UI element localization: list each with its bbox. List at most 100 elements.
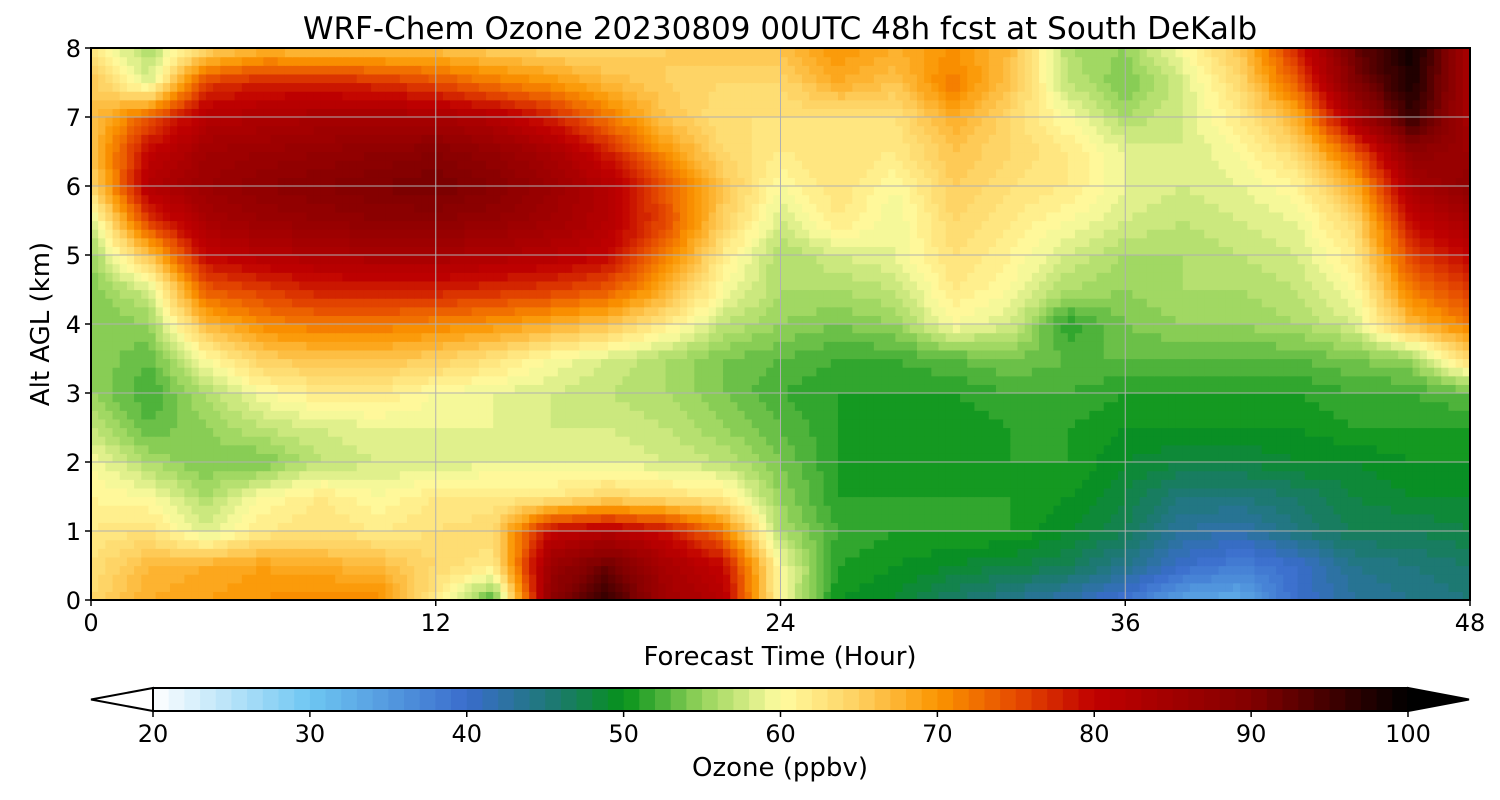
heatmap-cell: [1326, 410, 1335, 420]
heatmap-cell: [91, 444, 99, 454]
heatmap-cell: [500, 565, 509, 575]
heatmap-cell: [392, 393, 401, 403]
heatmap-cell: [385, 531, 394, 541]
heatmap-cell: [730, 513, 738, 523]
heatmap-cell: [213, 470, 221, 480]
heatmap-cell: [974, 539, 983, 549]
heatmap-cell: [852, 531, 861, 541]
heatmap-cell: [205, 384, 214, 394]
heatmap-cell: [1082, 591, 1090, 600]
heatmap-cell: [234, 513, 243, 523]
heatmap-cell: [694, 479, 703, 489]
heatmap-cell: [478, 487, 487, 498]
heatmap-cell: [1333, 505, 1342, 515]
heatmap-cell: [392, 522, 401, 532]
heatmap-cell: [227, 591, 236, 600]
heatmap-cell: [1319, 522, 1327, 532]
heatmap-cell: [1326, 513, 1335, 523]
heatmap-cell: [134, 384, 142, 394]
heatmap-cell: [1405, 462, 1414, 472]
heatmap-cell: [1211, 453, 1220, 463]
heatmap-cell: [249, 487, 257, 498]
heatmap-cell: [859, 427, 868, 437]
heatmap-cell: [256, 410, 264, 420]
heatmap-cell: [98, 539, 106, 549]
heatmap-cell: [464, 470, 473, 480]
heatmap-cell: [198, 453, 207, 463]
heatmap-cell: [363, 393, 372, 403]
heatmap-cell: [126, 393, 135, 403]
heatmap-cell: [234, 384, 243, 394]
heatmap-cell: [1024, 487, 1033, 498]
heatmap-cell: [98, 470, 106, 480]
heatmap-cell: [881, 393, 889, 403]
heatmap-cell: [550, 539, 559, 549]
heatmap-cell: [1218, 401, 1227, 411]
heatmap-cell: [579, 565, 588, 575]
heatmap-cell: [895, 574, 904, 584]
heatmap-cell: [1304, 401, 1313, 411]
heatmap-cell: [421, 496, 430, 506]
heatmap-cell: [507, 401, 516, 411]
heatmap-cell: [636, 462, 645, 472]
heatmap-cell: [644, 539, 652, 549]
heatmap-cell: [665, 505, 674, 515]
heatmap-cell: [256, 444, 264, 454]
heatmap-cell: [1225, 479, 1234, 489]
heatmap-cell: [615, 556, 624, 567]
heatmap-cell: [1247, 384, 1256, 394]
heatmap-cell: [557, 539, 566, 549]
heatmap-cell: [536, 539, 545, 549]
heatmap-cell: [1304, 375, 1313, 385]
heatmap-cell: [457, 574, 466, 584]
heatmap-cell: [478, 479, 487, 489]
heatmap-cell: [823, 513, 832, 523]
heatmap-cell: [1204, 410, 1213, 420]
heatmap-cell: [1067, 436, 1076, 446]
heatmap-cell: [852, 505, 861, 515]
heatmap-cell: [931, 496, 940, 506]
heatmap-cell: [543, 565, 552, 575]
heatmap-cell: [644, 531, 652, 541]
heatmap-cell: [500, 505, 509, 515]
heatmap-cell: [572, 487, 580, 498]
heatmap-cell: [450, 384, 458, 394]
heatmap-cell: [1189, 574, 1198, 584]
heatmap-cell: [529, 462, 537, 472]
heatmap-cell: [162, 582, 171, 592]
heatmap-cell: [1390, 505, 1399, 515]
heatmap-cell: [723, 410, 731, 420]
heatmap-cell: [909, 462, 918, 472]
heatmap-cell: [809, 487, 818, 498]
heatmap-cell: [1039, 393, 1047, 403]
heatmap-cell: [155, 418, 164, 429]
heatmap-cell: [1074, 436, 1083, 446]
heatmap-cell: [119, 375, 128, 385]
heatmap-cell: [881, 582, 889, 592]
heatmap-cell: [155, 410, 164, 420]
heatmap-cell: [1319, 591, 1327, 600]
heatmap-cell: [141, 401, 150, 411]
heatmap-cell: [1010, 444, 1019, 454]
heatmap-cell: [1168, 565, 1177, 575]
heatmap-cell: [1211, 591, 1220, 600]
heatmap-cell: [816, 375, 825, 385]
heatmap-cell: [1441, 470, 1450, 480]
heatmap-cell: [758, 444, 767, 454]
heatmap-cell: [507, 548, 516, 558]
heatmap-cell: [521, 539, 530, 549]
heatmap-cell: [679, 522, 688, 532]
heatmap-cell: [1139, 401, 1148, 411]
heatmap-cell: [809, 462, 818, 472]
heatmap-cell: [1426, 453, 1435, 463]
heatmap-cell: [895, 375, 904, 385]
heatmap-cell: [91, 539, 99, 549]
heatmap-cell: [960, 393, 968, 403]
heatmap-cell: [967, 574, 976, 584]
heatmap-cell: [399, 582, 408, 592]
heatmap-cell: [1118, 531, 1126, 541]
heatmap-cell: [407, 401, 415, 411]
heatmap-cell: [1254, 384, 1263, 394]
heatmap-cell: [198, 548, 207, 558]
heatmap-cell: [177, 436, 185, 446]
